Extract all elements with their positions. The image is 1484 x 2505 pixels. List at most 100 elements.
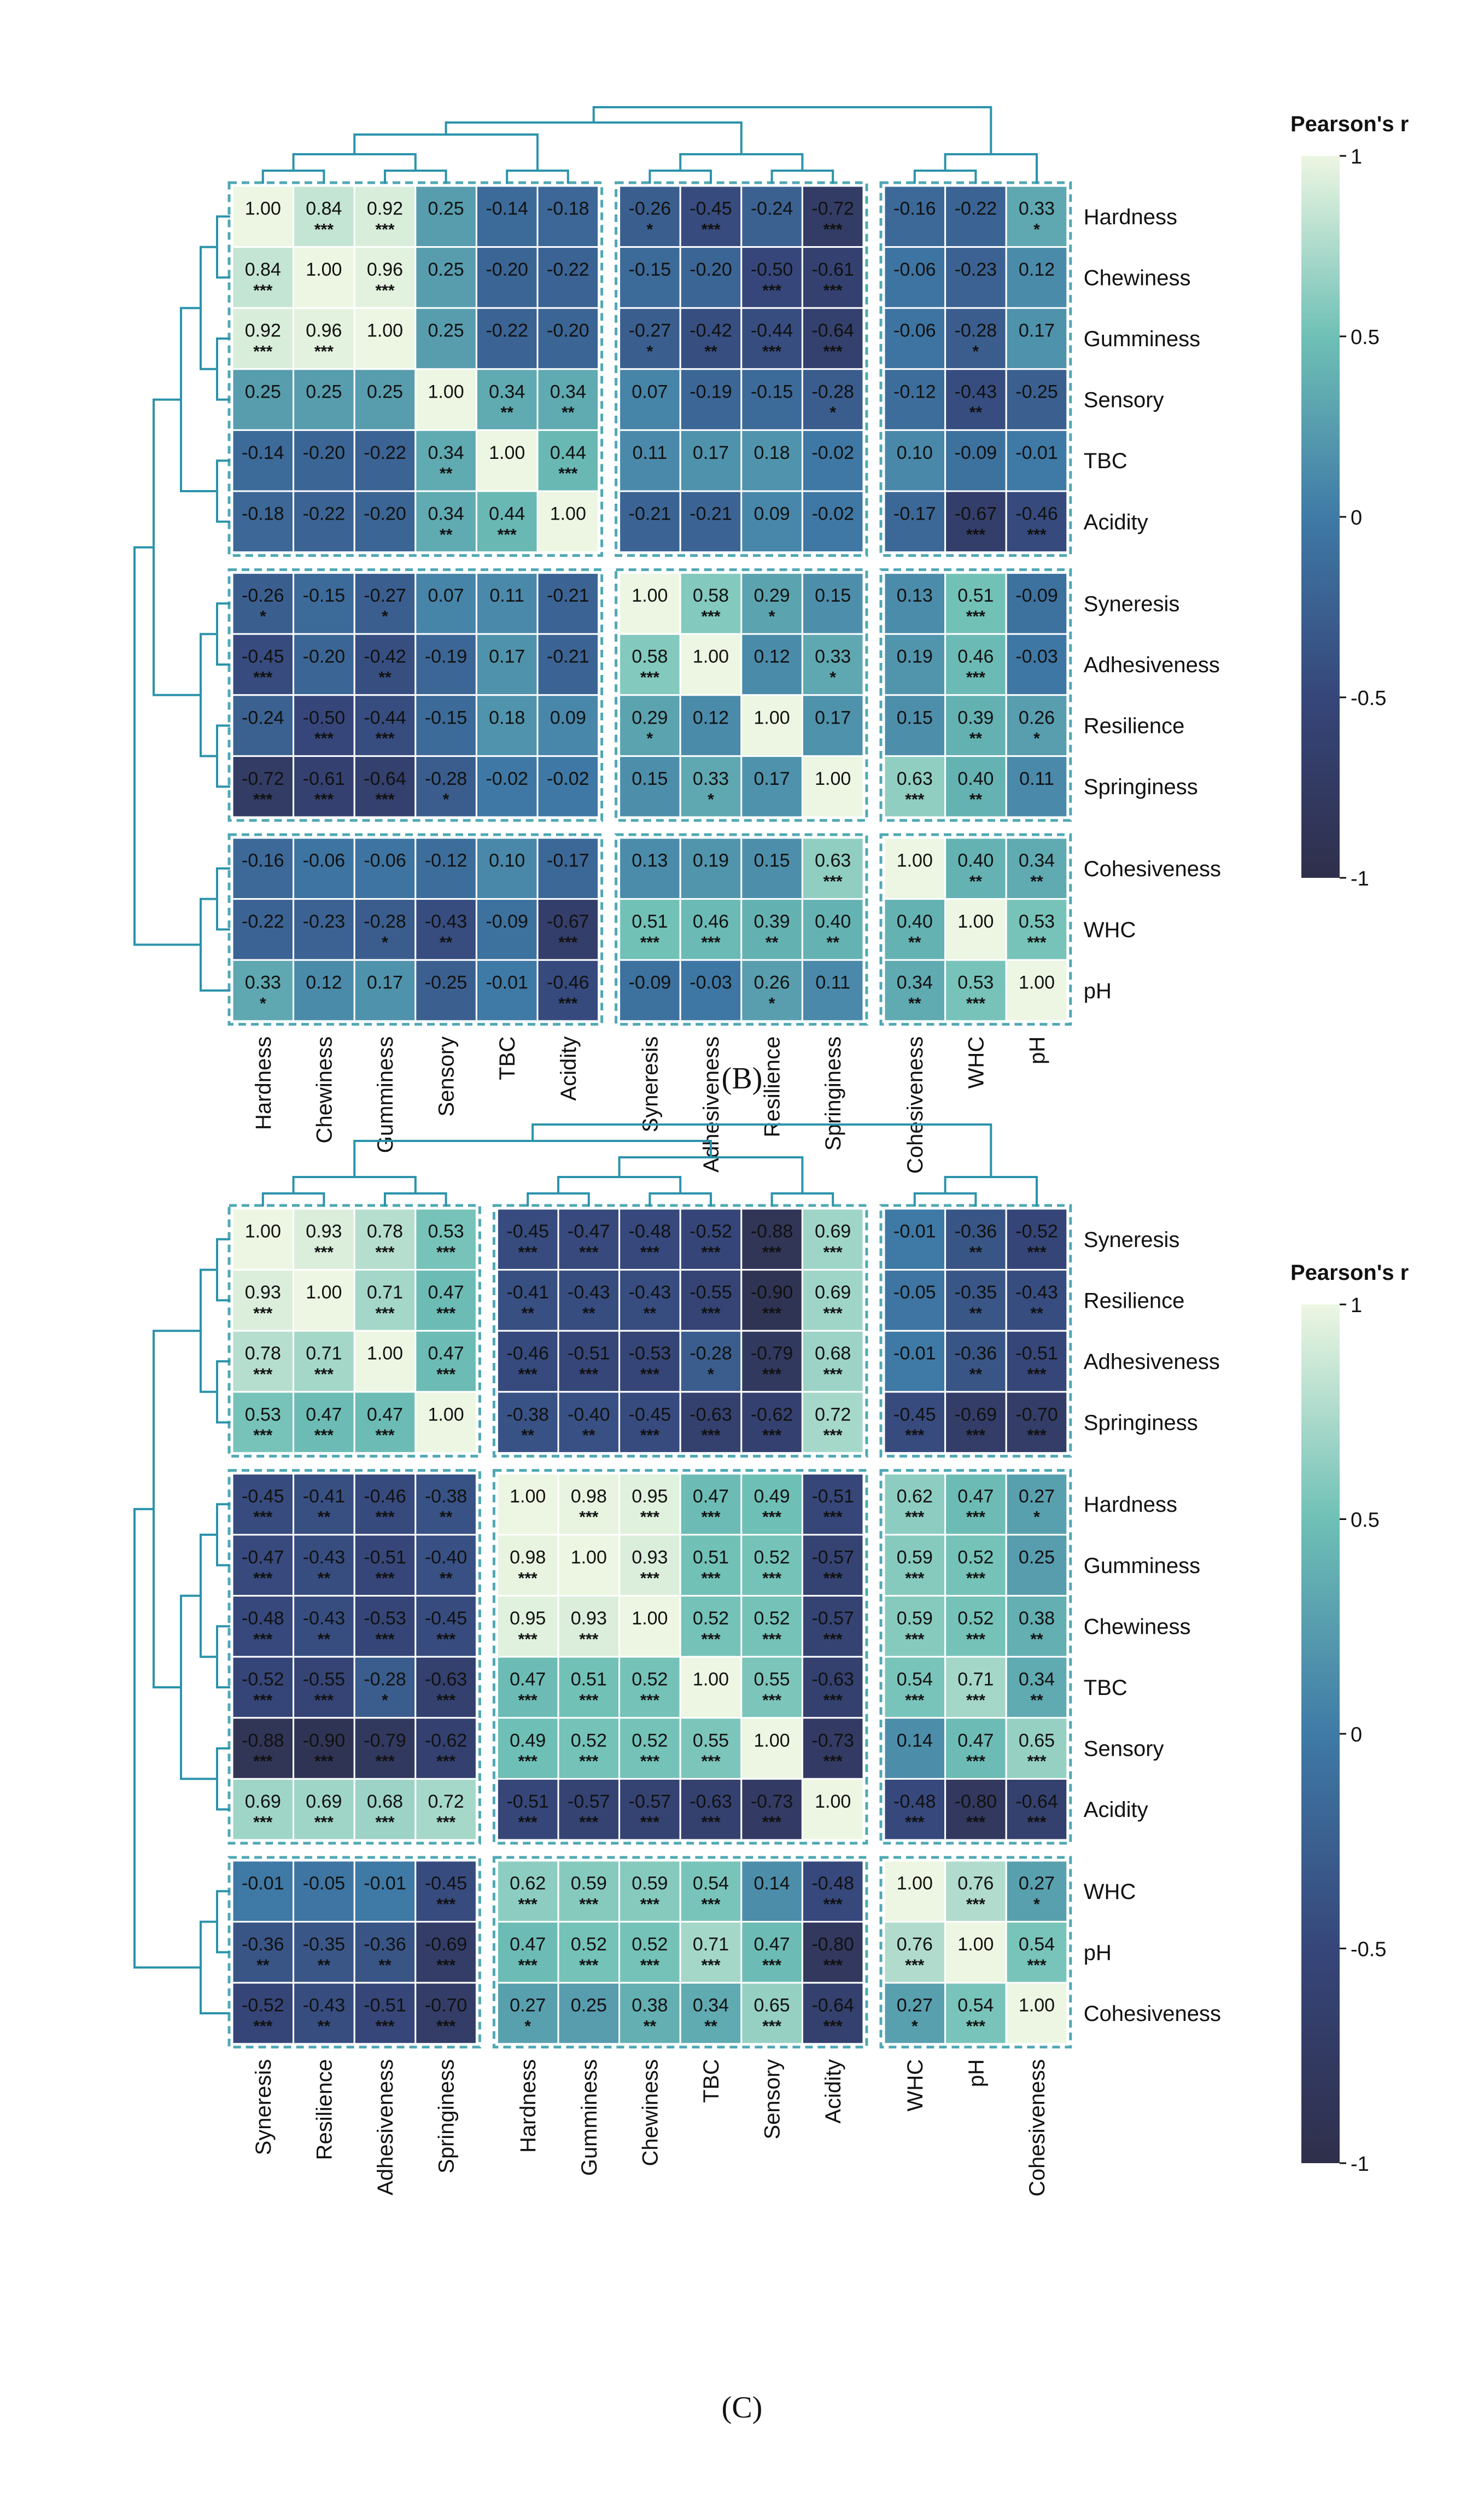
- heatmap-cell: [1005, 898, 1068, 961]
- heatmap-cell: [740, 1391, 803, 1454]
- cell-value-label: 0.34: [1019, 850, 1055, 871]
- cell-value-label: -0.18: [547, 198, 589, 219]
- cell-significance-label: ***: [701, 1243, 720, 1261]
- cell-significance-label: ***: [762, 2017, 781, 2035]
- cell-value-label: 0.93: [571, 1608, 607, 1629]
- cell-significance-label: **: [1030, 872, 1043, 890]
- cell-significance-label: ***: [640, 1895, 659, 1913]
- cell-value-label: 0.09: [754, 503, 790, 524]
- cell-value-label: 1.00: [815, 768, 851, 789]
- cell-value-label: 0.96: [367, 259, 403, 280]
- cell-significance-label: **: [562, 404, 575, 422]
- cell-value-label: -0.88: [751, 1221, 793, 1242]
- cell-significance-label: **: [318, 1956, 331, 1974]
- cell-value-label: 0.62: [897, 1486, 933, 1507]
- legend-tick-label: -1: [1351, 867, 1369, 890]
- cell-value-label: -0.36: [955, 1343, 997, 1364]
- cell-value-label: -0.64: [811, 1995, 854, 2016]
- heatmap-cell: [414, 1860, 477, 1923]
- heatmap-cell: [618, 246, 681, 309]
- heatmap-cell: [944, 1472, 1007, 1536]
- legend-tick-label: 0: [1351, 1723, 1362, 1746]
- cell-significance-label: ***: [640, 1508, 659, 1527]
- heatmap-cell: [801, 1778, 864, 1841]
- cell-value-label: 0.52: [571, 1934, 607, 1955]
- cell-value-label: -0.20: [486, 259, 528, 280]
- cell-value-label: 0.93: [306, 1221, 342, 1242]
- cell-significance-label: ***: [701, 1630, 720, 1648]
- column-label: Syneresis: [638, 1036, 662, 1133]
- cell-value-label: -0.28: [364, 911, 406, 932]
- row-label: Sensory: [1084, 1737, 1164, 1761]
- heatmap-cell: [1005, 837, 1068, 900]
- cell-value-label: -0.36: [364, 1934, 406, 1955]
- heatmap-cell: [231, 307, 295, 370]
- cell-significance-label: ***: [253, 1569, 272, 1587]
- cell-significance-label: ***: [518, 1691, 537, 1709]
- column-label: Cohesiveness: [903, 1036, 927, 1174]
- cell-significance-label: ***: [1027, 1243, 1046, 1261]
- cell-value-label: 0.11: [633, 442, 668, 463]
- heatmap-cell: [231, 1534, 295, 1597]
- dendrogram-branch: [531, 1123, 992, 1177]
- cell-significance-label: ***: [823, 1304, 843, 1323]
- cell-significance-label: ***: [518, 1569, 537, 1587]
- heatmap-cell: [557, 1330, 621, 1393]
- cell-value-label: 0.25: [367, 381, 403, 402]
- row-label: Adhesiveness: [1084, 1350, 1220, 1374]
- cell-value-label: -0.43: [955, 381, 997, 402]
- heatmap-cell: [496, 1595, 559, 1658]
- column-label: pH: [1025, 1036, 1049, 1064]
- heatmap-cell: [1005, 572, 1068, 635]
- row-label: TBC: [1084, 1676, 1127, 1700]
- cell-value-label: 0.63: [897, 768, 933, 789]
- cell-significance-label: ***: [314, 1814, 334, 1832]
- dendrogram-branch: [180, 1594, 217, 1780]
- heatmap-cell: [475, 307, 539, 370]
- heatmap-panel-b: 1.00 0.84***0.92***0.25 -0.14 -0.18 -0.26*-0…: [133, 106, 1409, 1174]
- heatmap-cells: 1.00 0.93***0.78***0.53***-0.45***-0.47**…: [231, 1208, 1068, 2045]
- cell-value-label: 0.51: [957, 585, 994, 606]
- heatmap-cell: [883, 1921, 947, 1984]
- column-label: WHC: [964, 1036, 988, 1089]
- cell-value-label: 1.00: [754, 1730, 790, 1751]
- cell-significance-label: ***: [1027, 526, 1046, 544]
- cell-significance-label: ***: [966, 1569, 985, 1587]
- heatmap-cell: [801, 1330, 864, 1393]
- heatmap-cell: [1005, 1778, 1068, 1841]
- cell-significance-label: ***: [579, 1243, 598, 1261]
- cell-value-label: 0.52: [754, 1608, 790, 1629]
- cell-significance-label: ***: [640, 1752, 659, 1770]
- dendrogram-branch: [153, 398, 201, 696]
- heatmap-cell: [496, 1656, 559, 1719]
- column-label: Gumminess: [577, 2059, 601, 2176]
- cell-value-label: -0.69: [425, 1934, 468, 1955]
- cell-value-label: 0.78: [367, 1221, 403, 1242]
- heatmap-cell: [293, 1391, 355, 1454]
- cell-value-label: 0.26: [754, 972, 790, 993]
- row-label: Gumminess: [1084, 327, 1200, 351]
- cell-significance-label: **: [256, 1956, 270, 1974]
- heatmap-cell: [883, 572, 947, 635]
- cell-value-label: -0.47: [568, 1221, 610, 1242]
- cell-value-label: 0.13: [632, 850, 668, 871]
- cell-significance-label: ***: [558, 934, 577, 952]
- heatmap-cell: [740, 755, 803, 818]
- cell-value-label: -0.03: [1015, 646, 1058, 667]
- cell-value-label: -0.63: [425, 1669, 468, 1690]
- heatmap-cell: [414, 694, 477, 757]
- cell-significance-label: ***: [640, 1569, 659, 1587]
- heatmap-cell: [231, 572, 295, 635]
- row-label: Springiness: [1084, 1411, 1198, 1435]
- heatmap-cell: [1005, 1534, 1068, 1597]
- cell-value-label: 0.53: [957, 972, 994, 993]
- cell-value-label: -0.20: [690, 259, 732, 280]
- cell-value-label: -0.43: [303, 1995, 346, 2016]
- cell-significance-label: **: [501, 404, 514, 422]
- dendrogram-branch: [200, 1534, 217, 1658]
- dendrogram-branch: [200, 898, 230, 992]
- cell-value-label: -0.02: [486, 768, 528, 789]
- cell-significance-label: *: [647, 342, 653, 360]
- cell-value-label: -0.51: [1015, 1343, 1058, 1364]
- cell-value-label: 0.34: [428, 503, 464, 524]
